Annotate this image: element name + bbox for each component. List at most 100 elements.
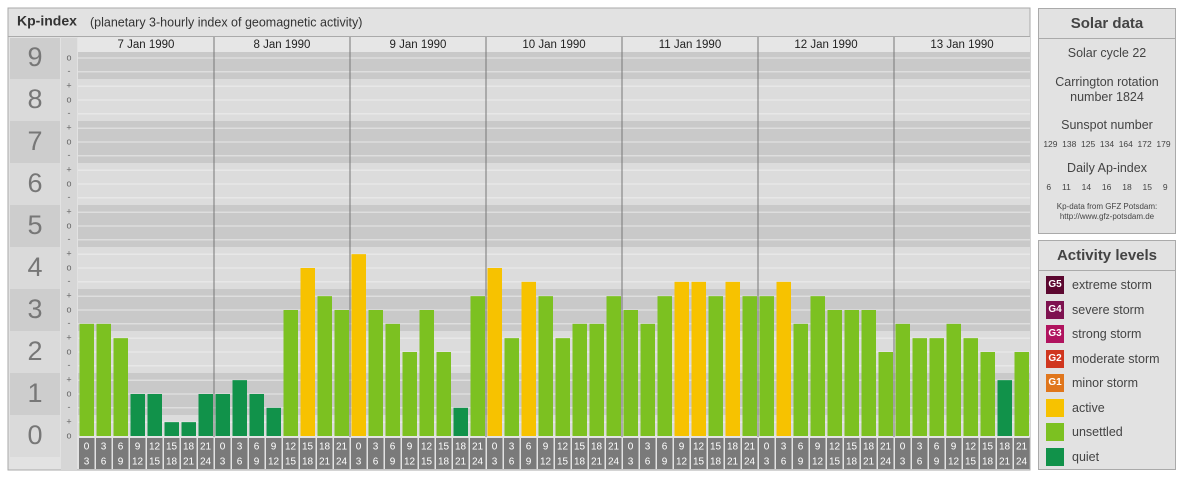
x-tick-label: 24 [200, 457, 212, 468]
x-tick-label: 3 [917, 442, 923, 453]
x-tick-label: 21 [999, 457, 1011, 468]
x-tick-label: 3 [509, 442, 515, 453]
x-tick-label: 9 [543, 442, 549, 453]
x-tick-label: 18 [455, 442, 467, 453]
x-tick-label: 15 [710, 442, 722, 453]
y-tick-label: 3 [27, 294, 42, 324]
x-tick-label: 6 [645, 457, 651, 468]
bar [895, 323, 910, 436]
activity-panel: Activity levels G5 extreme storm G4 severe … [1038, 240, 1176, 470]
time-cell [980, 438, 996, 469]
bar [929, 338, 944, 436]
minor-tick-label: + [66, 291, 71, 301]
bar [555, 338, 570, 436]
bar [827, 310, 842, 436]
time-cell [759, 438, 775, 469]
time-cell [283, 438, 299, 469]
x-tick-label: 12 [948, 457, 960, 468]
x-tick-label: 3 [220, 457, 226, 468]
x-tick-label: 0 [84, 442, 90, 453]
ap-number: 16 [1101, 182, 1112, 192]
time-cell [198, 438, 214, 469]
x-tick-label: 21 [200, 442, 212, 453]
sunspot-number: 129 [1043, 139, 1058, 149]
x-tick-label: 3 [764, 457, 770, 468]
x-tick-label: 15 [693, 457, 705, 468]
legend-label: strong storm [1072, 327, 1142, 342]
legend-label: extreme storm [1072, 278, 1152, 293]
x-tick-label: 3 [237, 442, 243, 453]
time-cell [725, 438, 741, 469]
minor-tick-label: + [66, 81, 71, 91]
bar [776, 281, 791, 436]
y-tick-band [10, 331, 60, 373]
bar [980, 352, 995, 436]
x-tick-label: 15 [302, 442, 314, 453]
minor-tick-label: o [66, 430, 71, 440]
time-cell [521, 438, 537, 469]
panel-title: Activity levels [1039, 241, 1175, 271]
y-tick-band [10, 373, 60, 415]
x-tick-label: 12 [404, 457, 416, 468]
legend-swatch [1046, 423, 1064, 442]
minor-tick-label: + [66, 123, 71, 133]
x-tick-label: 15 [574, 442, 586, 453]
bar [861, 310, 876, 436]
x-tick-label: 18 [727, 442, 739, 453]
sunspot-numbers: 129 138 125 134 164 172 179 [1041, 139, 1173, 149]
bar [674, 281, 689, 436]
time-cell [538, 438, 554, 469]
minor-tick-label: + [66, 249, 71, 259]
bar [759, 296, 774, 436]
x-tick-label: 18 [166, 457, 178, 468]
minor-tick-label: + [66, 417, 71, 427]
minor-tick-label: - [68, 150, 71, 160]
x-tick-label: 9 [271, 442, 277, 453]
data-source: Kp-data from GFZ Potsdam: http://www.gfz… [1056, 202, 1158, 221]
bar [453, 407, 468, 436]
time-cell [1014, 438, 1030, 469]
x-tick-label: 21 [863, 457, 875, 468]
x-tick-label: 6 [917, 457, 923, 468]
x-tick-label: 21 [727, 457, 739, 468]
time-cell [300, 438, 316, 469]
x-tick-label: 12 [421, 442, 433, 453]
bar [589, 323, 604, 436]
bar [385, 323, 400, 436]
time-cell [844, 438, 860, 469]
legend-label: quiet [1072, 449, 1100, 464]
x-tick-label: 6 [662, 442, 668, 453]
time-cell [640, 438, 656, 469]
bar [79, 323, 94, 436]
x-tick-label: 21 [472, 442, 484, 453]
time-cell [453, 438, 469, 469]
x-tick-label: 15 [846, 442, 858, 453]
x-tick-label: 12 [540, 457, 552, 468]
x-tick-label: 18 [319, 442, 331, 453]
minor-tick-label: o [66, 136, 71, 146]
bar [572, 323, 587, 436]
time-cell [912, 438, 928, 469]
y-tick-label: 4 [27, 252, 42, 282]
bar [283, 310, 298, 436]
chart-title: Kp-index [17, 13, 77, 29]
x-tick-label: 21 [591, 457, 603, 468]
bar [691, 281, 706, 436]
bar [912, 338, 927, 436]
time-cell [79, 438, 95, 469]
time-cell [147, 438, 163, 469]
legend-item: unsettled [1039, 420, 1175, 445]
minor-tick-label: - [68, 234, 71, 244]
x-tick-label: 18 [999, 442, 1011, 453]
legend-item: G1 minor storm [1039, 371, 1175, 396]
x-tick-label: 12 [676, 457, 688, 468]
y-tick-band [10, 121, 60, 163]
minor-tick-label: o [66, 94, 71, 104]
bar [164, 422, 179, 436]
x-tick-label: 24 [336, 457, 348, 468]
minor-tick-label: + [66, 375, 71, 385]
x-tick-label: 9 [662, 457, 668, 468]
time-cell [742, 438, 758, 469]
legend-swatch [1046, 447, 1064, 466]
